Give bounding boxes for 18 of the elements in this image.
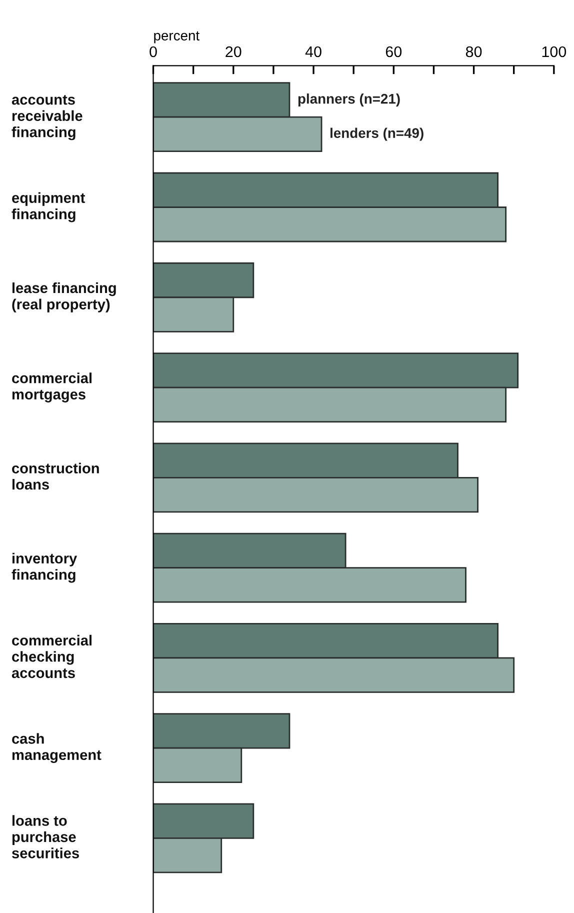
x-tick-label: 100 xyxy=(542,46,566,58)
y-tick-label: cash management xyxy=(12,733,102,763)
x-axis-title: percent xyxy=(154,31,200,44)
x-tick-label: 0 xyxy=(150,46,157,58)
y-tick-label: commercial checking accounts xyxy=(12,634,92,678)
x-tick-label: 40 xyxy=(305,46,322,58)
x-tick-label: 80 xyxy=(466,46,482,58)
y-tick-label: equipment financing xyxy=(12,192,86,222)
y-tick-label: lease financing (real property) xyxy=(12,282,116,312)
y-tick-label: inventory financing xyxy=(12,552,78,583)
y-tick-label: accounts receivable financing xyxy=(12,95,82,140)
y-tick-label: loans to purchase securities xyxy=(12,815,79,858)
x-tick-label: 20 xyxy=(226,46,242,58)
y-tick-label: construction loans xyxy=(12,462,99,490)
y-tick-label: commercial mortgages xyxy=(12,372,92,402)
x-tick-label: 60 xyxy=(386,46,402,58)
series-label: planners (n=21) xyxy=(298,94,400,106)
series-label: lenders (n=49) xyxy=(330,128,424,141)
